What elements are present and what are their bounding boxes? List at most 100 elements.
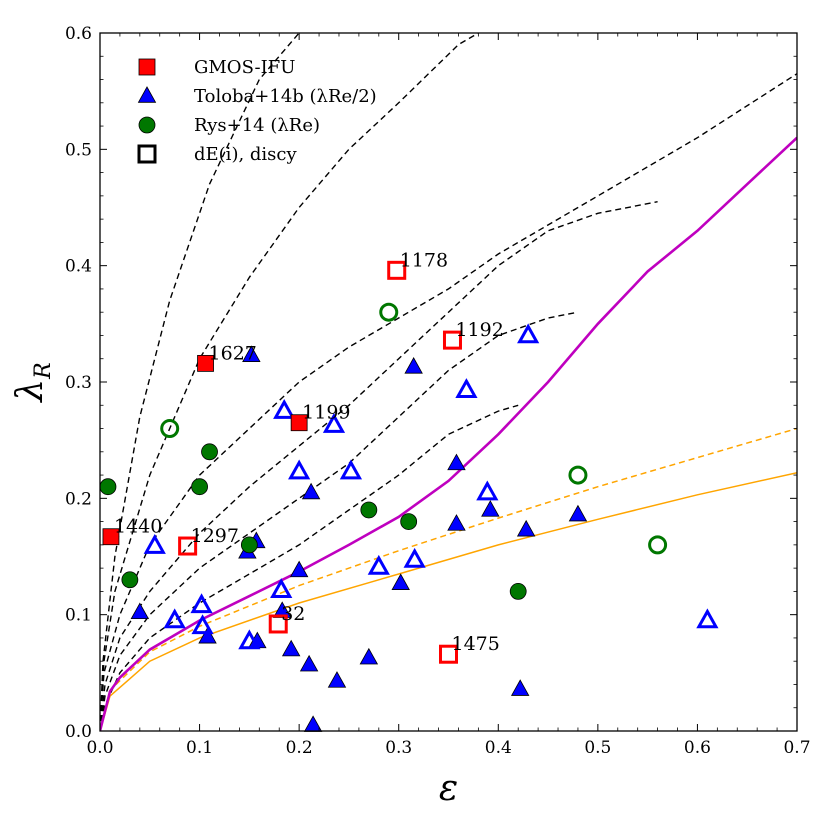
gmos-point-label: 1627 <box>209 342 257 364</box>
legend-marker-discy <box>137 144 157 164</box>
toloba-filled-point <box>198 626 217 644</box>
rys-open-point <box>160 419 180 439</box>
toloba-open-point <box>367 554 390 575</box>
y-tick-label: 0.1 <box>65 606 92 626</box>
toloba-filled-point <box>242 345 261 362</box>
gmos-filled-point <box>290 414 308 432</box>
y-tick-label: 0.3 <box>65 373 92 393</box>
toloba-filled-point <box>281 639 301 657</box>
toloba-open-point <box>322 412 346 433</box>
rys-filled-point <box>240 536 258 554</box>
axis-ticks: 0.0 0.1 0.2 0.3 0.4 0.5 0.6 0.7 0.0 0.1 0.2 0.3 0.4 0… <box>65 24 811 758</box>
legend: GMOS-IFU Toloba+14b (λRe/2) Rys+14 (λRe) dE… <box>137 57 377 165</box>
x-tick-label: 0.1 <box>186 738 213 758</box>
rys-filled-point <box>509 583 527 600</box>
toloba-filled-point <box>481 500 500 517</box>
toloba-filled-point <box>289 560 309 578</box>
toloba-open-point <box>270 578 293 599</box>
toloba-filled-point <box>516 519 536 537</box>
x-tick-label: 0.0 <box>86 738 113 758</box>
y-tick-label: 0.6 <box>65 24 92 44</box>
legend-label: Rys+14 (λRe) <box>194 115 320 136</box>
rys-filled-point <box>121 571 139 589</box>
dashed-curve-4 <box>100 201 658 731</box>
toloba-filled-point <box>327 671 347 688</box>
toloba-open-point <box>476 480 499 501</box>
toloba-open-point <box>455 378 478 398</box>
dashed-curve-2 <box>100 33 479 731</box>
dashed-curve-5 <box>100 311 579 731</box>
y-tick-label: 0.5 <box>65 140 92 160</box>
rys-filled-point <box>99 478 117 496</box>
gmos-point-label: 1178 <box>400 249 448 271</box>
toloba-open-point <box>403 547 426 568</box>
toloba-open-point <box>143 533 166 554</box>
toloba-filled-point <box>272 601 292 618</box>
rys-filled-point <box>400 513 418 530</box>
toloba-filled-point <box>301 482 321 500</box>
y-axis-title: λR <box>10 362 56 403</box>
curves-layer <box>100 33 797 731</box>
gmos-point-label: 1199 <box>302 402 350 424</box>
y-tick-label: 0.2 <box>65 489 92 509</box>
toloba-open-point <box>273 399 296 419</box>
gmos-point-label: 1297 <box>191 525 239 547</box>
points-layer <box>99 260 719 732</box>
toloba-filled-point <box>391 573 410 590</box>
toloba-open-point <box>288 459 311 480</box>
gmos-open-point <box>387 260 407 280</box>
gmos-point-label: 32 <box>281 603 305 625</box>
legend-label: Toloba+14b (λRe/2) <box>194 86 377 107</box>
toloba-open-point <box>696 608 719 629</box>
x-tick-label: 0.2 <box>286 738 313 758</box>
toloba-filled-point <box>130 602 150 620</box>
x-axis-title: ε <box>439 768 458 809</box>
toloba-filled-point <box>447 453 466 471</box>
gmos-filled-point <box>197 354 214 372</box>
toloba-filled-point <box>510 679 530 696</box>
toloba-filled-point <box>447 514 466 531</box>
x-tick-label: 0.5 <box>584 738 611 758</box>
x-tick-label: 0.7 <box>783 738 810 758</box>
y-tick-label: 0.0 <box>65 722 92 742</box>
rys-open-point <box>568 465 588 485</box>
toloba-open-point <box>238 629 261 650</box>
toloba-open-point <box>163 608 186 629</box>
rys-filled-point <box>201 443 218 461</box>
dashed-curve-6 <box>100 404 519 731</box>
y-tick-label: 0.4 <box>65 257 92 277</box>
orange-dashed-curve <box>100 427 797 731</box>
gmos-point-label: 1192 <box>455 319 503 341</box>
legend-label: GMOS-IFU <box>194 57 295 78</box>
x-tick-label: 0.6 <box>684 738 711 758</box>
legend-label: dE(i), discy <box>194 144 298 165</box>
legend-marker-rys <box>138 116 156 134</box>
point-labels-layer: 1440 1627 1199 1178 1192 1297 32 1475 <box>114 249 504 655</box>
dashed-curve-3 <box>100 73 797 731</box>
rys-filled-point <box>360 501 378 519</box>
gmos-point-label: 1440 <box>114 516 162 538</box>
toloba-filled-point <box>404 357 423 374</box>
rys-filled-point <box>191 478 208 496</box>
orange-solid-curve <box>100 471 797 731</box>
toloba-filled-point <box>299 654 319 672</box>
legend-marker-toloba <box>137 86 157 103</box>
toloba-open-point <box>190 593 213 614</box>
gmos-open-point <box>268 614 288 634</box>
x-tick-label: 0.3 <box>385 738 412 758</box>
toloba-open-point <box>191 614 214 635</box>
gmos-open-point <box>178 536 198 556</box>
rys-open-point <box>648 535 668 555</box>
gmos-point-label: 1475 <box>452 633 500 655</box>
gmos-filled-point <box>102 528 120 546</box>
toloba-filled-point <box>568 504 588 522</box>
toloba-filled-point <box>359 647 379 665</box>
x-tick-label: 0.4 <box>485 738 512 758</box>
legend-marker-gmos <box>138 58 156 76</box>
plot-frame <box>99 32 798 732</box>
gmos-open-point <box>442 330 462 350</box>
toloba-open-point <box>339 459 363 480</box>
rys-open-point <box>379 302 399 322</box>
toloba-open-point <box>517 323 540 344</box>
